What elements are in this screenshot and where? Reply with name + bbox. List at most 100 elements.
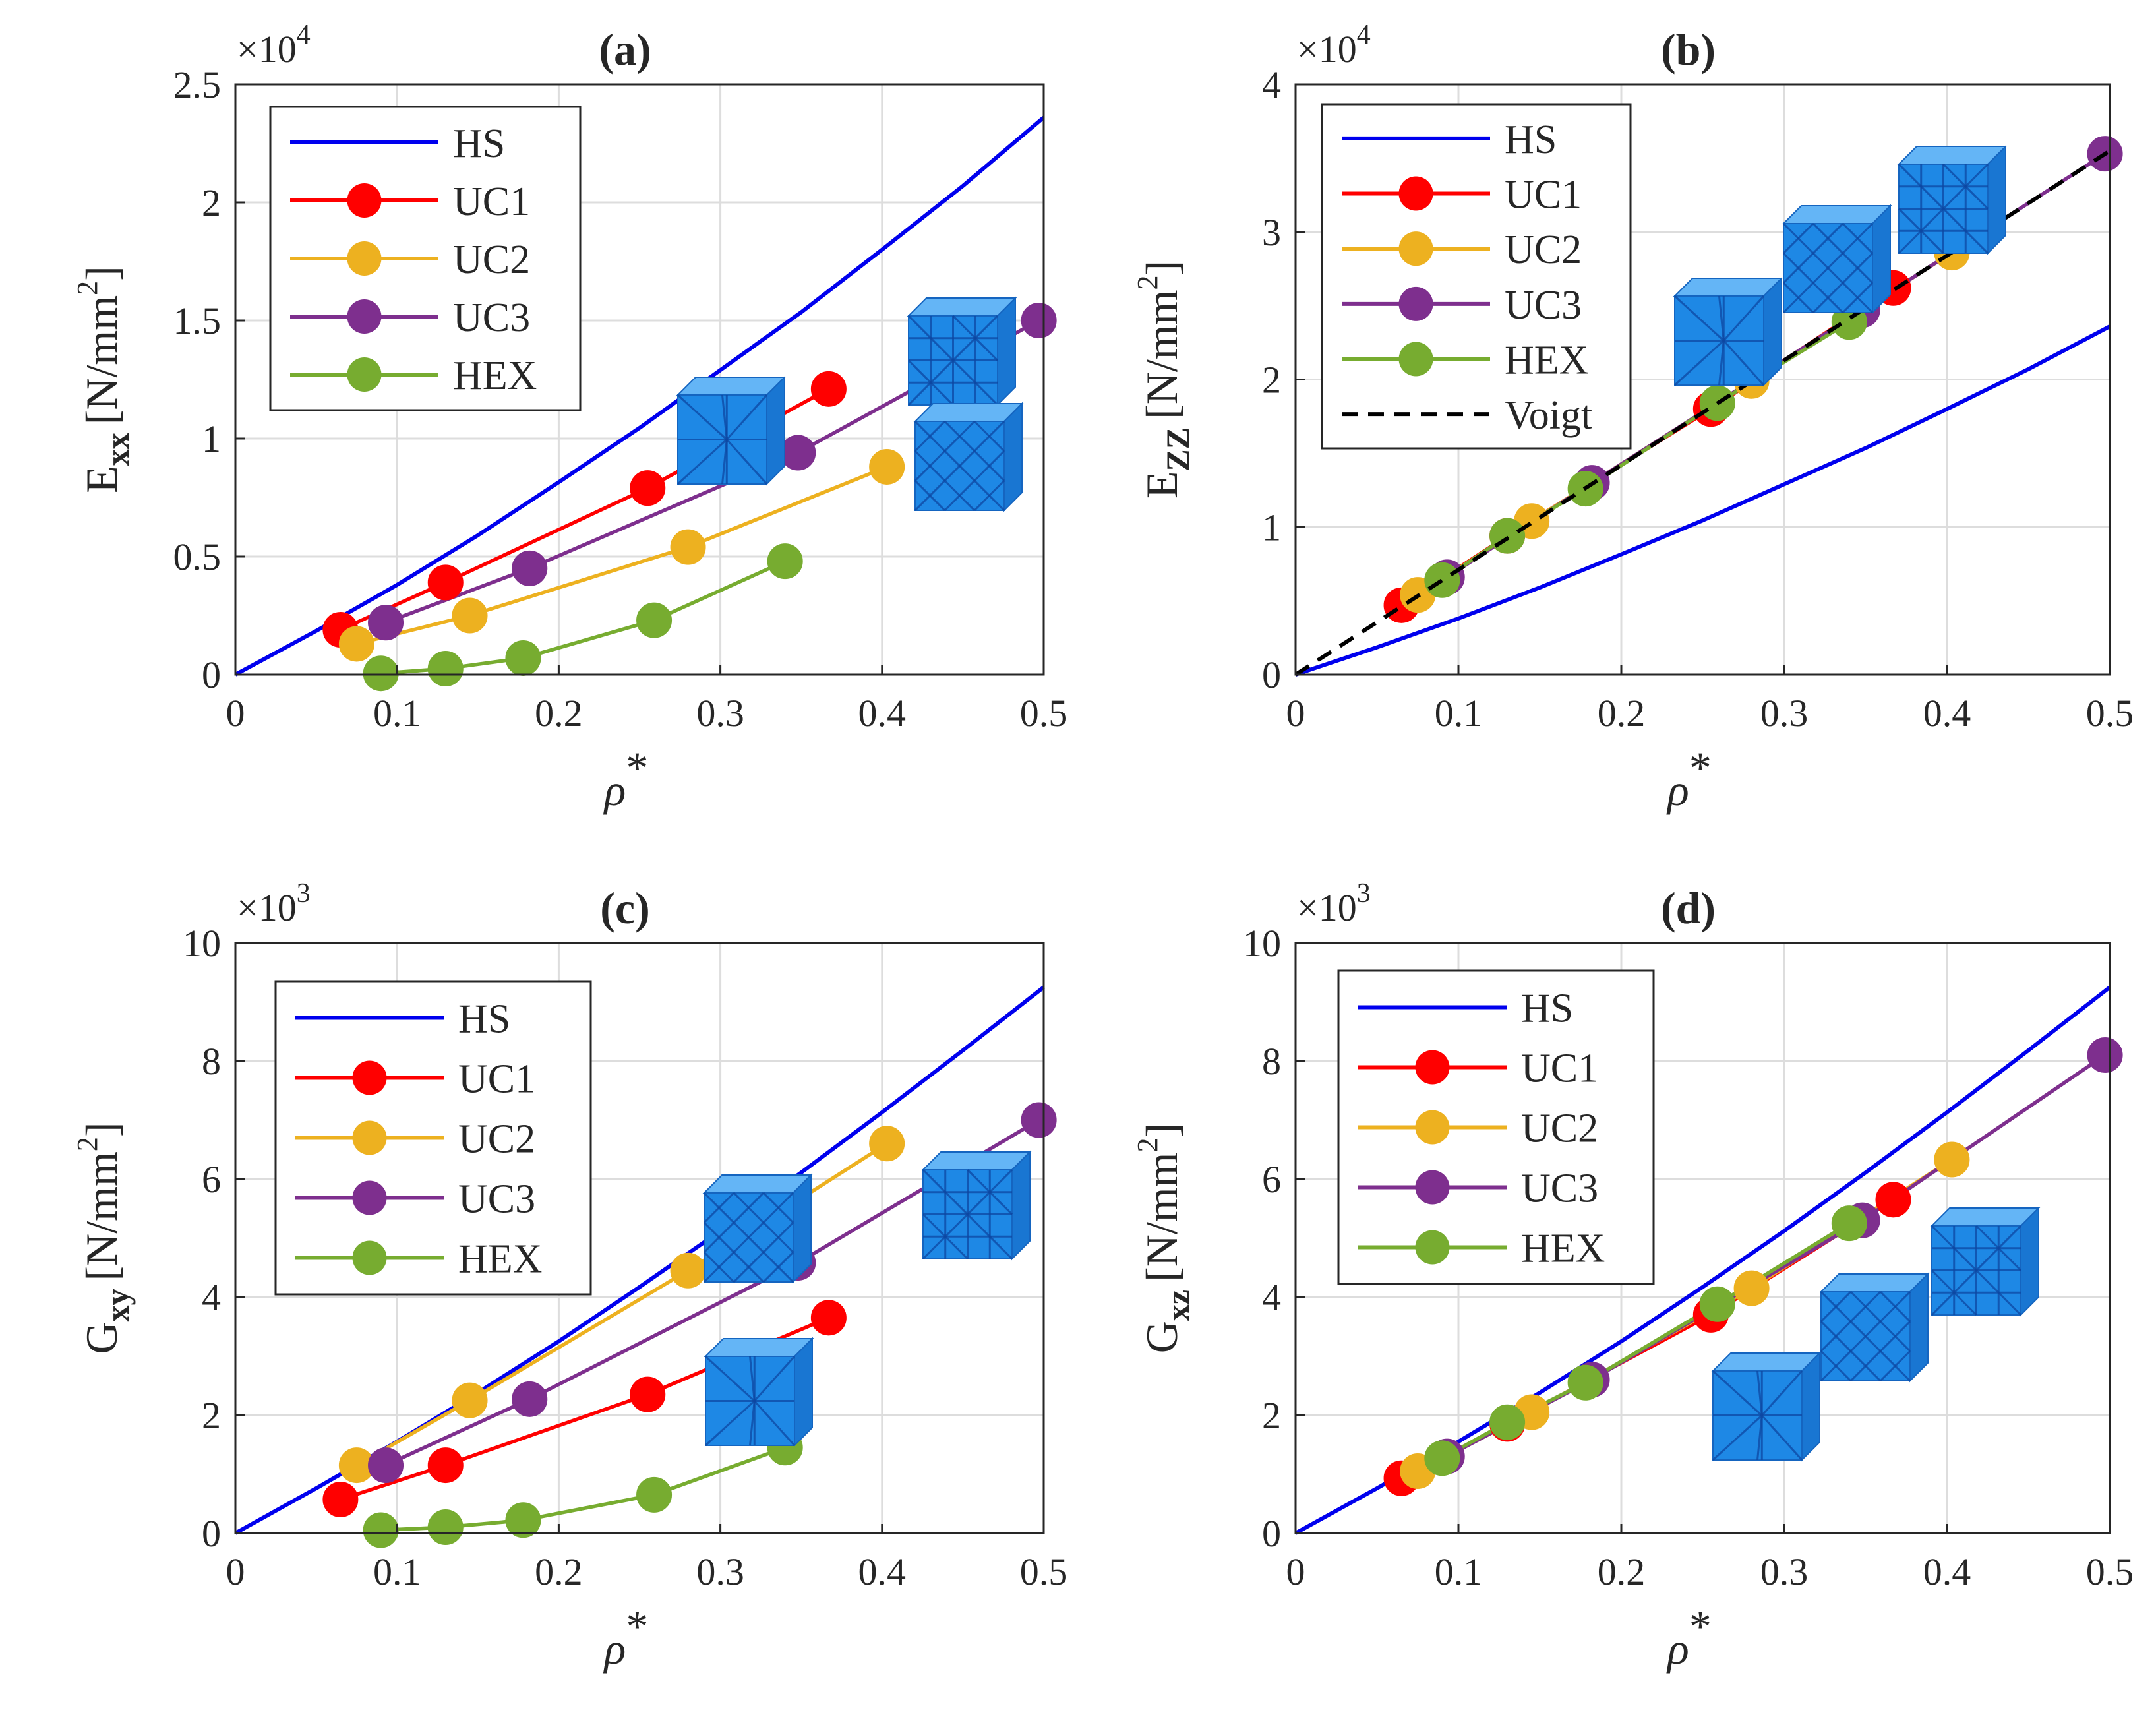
data-point-uc1: [322, 1481, 359, 1517]
unit-cell-strut: [1842, 222, 1874, 255]
x-tick-label: 0.5: [2086, 1550, 2134, 1593]
unit-cell-side: [1003, 402, 1023, 512]
legend-marker-hex: [1415, 1230, 1450, 1265]
axis-multiplier: ×103: [1297, 878, 1371, 929]
y-axis-label: Gxy [N/mm2]: [71, 1122, 136, 1354]
y-axis-label-units-close: ]: [1137, 1123, 1187, 1138]
data-point-uc1: [630, 1376, 666, 1412]
legend-marker-uc3: [1415, 1170, 1450, 1205]
unit-cell-strut: [704, 1355, 756, 1402]
unit-cell-strut: [676, 439, 728, 485]
unit-cell-icon: [1819, 1272, 1930, 1383]
x-tick-label: 0.5: [2086, 692, 2134, 735]
data-point-uc2: [869, 448, 905, 485]
x-tick-label: 0.1: [373, 692, 421, 735]
x-axis-label-symbol: ρ: [1666, 765, 1689, 815]
data-point-uc1: [427, 1447, 464, 1484]
data-point-hex: [427, 651, 464, 687]
axes-box: [234, 83, 1045, 676]
unit-cell-icon: [913, 402, 1024, 512]
unit-cell-strut: [762, 1192, 794, 1224]
unit-cell-strut: [1849, 1290, 1911, 1352]
legend-label-hs: HS: [458, 997, 510, 1042]
y-tick-label: 0: [202, 653, 221, 696]
unit-cell-icon: [921, 1150, 1032, 1261]
unit-cell-strut: [943, 420, 1005, 482]
panel-title: (b): [1661, 24, 1716, 75]
data-point-hex: [363, 655, 399, 692]
x-tick-label: 0: [226, 1550, 245, 1593]
legend-marker-uc2: [1415, 1110, 1450, 1145]
y-axis-label-symbol: E: [76, 466, 127, 493]
legend-box: [1321, 103, 1632, 450]
y-tick-label: 2: [1262, 1394, 1281, 1437]
y-tick-label: 8: [202, 1040, 221, 1083]
x-tick-label: 0.5: [1020, 692, 1068, 735]
unit-cell-side: [1763, 276, 1782, 387]
legend: HS UC1 UC2 UC3 HEX: [274, 980, 592, 1296]
legend-marker-hex: [1398, 342, 1433, 377]
y-tick-label: 8: [1262, 1040, 1281, 1083]
y-axis-label-units-sup: 2: [1131, 275, 1164, 289]
y-tick-label: 0: [1262, 1512, 1281, 1555]
legend-label-uc2: UC2: [1505, 228, 1582, 272]
x-axis-label-sup: *: [1689, 743, 1712, 793]
legend-label-uc3: UC3: [1505, 283, 1582, 328]
unit-cell-strut: [943, 450, 1005, 512]
unit-cell-icon: [907, 296, 1017, 407]
x-tick-label: 0.3: [696, 692, 744, 735]
y-axis-label-units-close: ]: [76, 266, 127, 281]
y-tick-label: 0: [1262, 653, 1281, 696]
unit-cell-strut: [762, 1251, 794, 1283]
unit-cell-side: [793, 1173, 812, 1284]
series-line-hs: [1295, 324, 2111, 677]
y-tick-label: 1: [1262, 506, 1281, 549]
axes-box: [1294, 942, 2111, 1534]
unit-cell-strut: [726, 394, 768, 440]
data-point-uc3: [512, 1381, 548, 1417]
legend-label-uc1: UC1: [453, 179, 530, 224]
y-tick-label: 4: [1262, 63, 1281, 106]
data-point-hex: [1489, 518, 1526, 554]
y-axis-label-units-close: ]: [1137, 260, 1187, 276]
legend: HS UC1 UC2 UC3 HEX: [1337, 969, 1655, 1285]
axis-multiplier-exponent: 3: [297, 878, 311, 909]
data-point-uc1: [810, 371, 847, 407]
unit-cell-strut: [1812, 222, 1874, 284]
x-tick-label: 0.2: [1598, 692, 1646, 735]
y-tick-label: 6: [202, 1158, 221, 1201]
data-point-uc3: [1021, 303, 1057, 338]
unit-cell-strut: [1879, 1350, 1911, 1382]
data-point-uc3: [368, 1447, 404, 1484]
unit-cell-strut: [1975, 1225, 2022, 1271]
axis-multiplier-base: ×10: [237, 28, 297, 71]
y-tick-label: 2.5: [173, 63, 222, 106]
x-axis-label-symbol: ρ: [603, 1623, 626, 1674]
y-tick-label: 2: [202, 181, 221, 224]
legend-label-hex: HEX: [1505, 338, 1588, 383]
legend-label-voigt: Voigt: [1505, 393, 1592, 438]
legend-marker-uc2: [352, 1120, 387, 1155]
unit-cell-strut: [1898, 163, 1989, 255]
unit-cell-strut: [1761, 1370, 1803, 1416]
x-tick-label: 0: [1286, 692, 1305, 735]
x-tick-label: 0: [226, 692, 245, 735]
unit-cell-side: [794, 1337, 813, 1447]
unit-cell-side: [2020, 1206, 2039, 1317]
axis-multiplier-exponent: 4: [297, 20, 311, 50]
legend-label-hex: HEX: [1521, 1227, 1605, 1271]
unit-cell-strut: [1942, 163, 1989, 210]
legend-label-uc2: UC2: [453, 237, 530, 282]
y-axis-label-symbol: G: [76, 1321, 127, 1354]
unit-cell-strut: [1879, 1290, 1911, 1323]
unit-cell-strut: [922, 1168, 1013, 1260]
unit-cell-icon: [1782, 204, 1892, 315]
data-point-hex: [505, 640, 541, 676]
x-tick-label: 0.2: [535, 1550, 583, 1593]
y-axis-label-units-sup: 2: [71, 281, 104, 295]
unit-cell-strut: [733, 1192, 794, 1254]
data-point-hex: [363, 1512, 399, 1548]
legend-marker-uc3: [1398, 286, 1433, 321]
